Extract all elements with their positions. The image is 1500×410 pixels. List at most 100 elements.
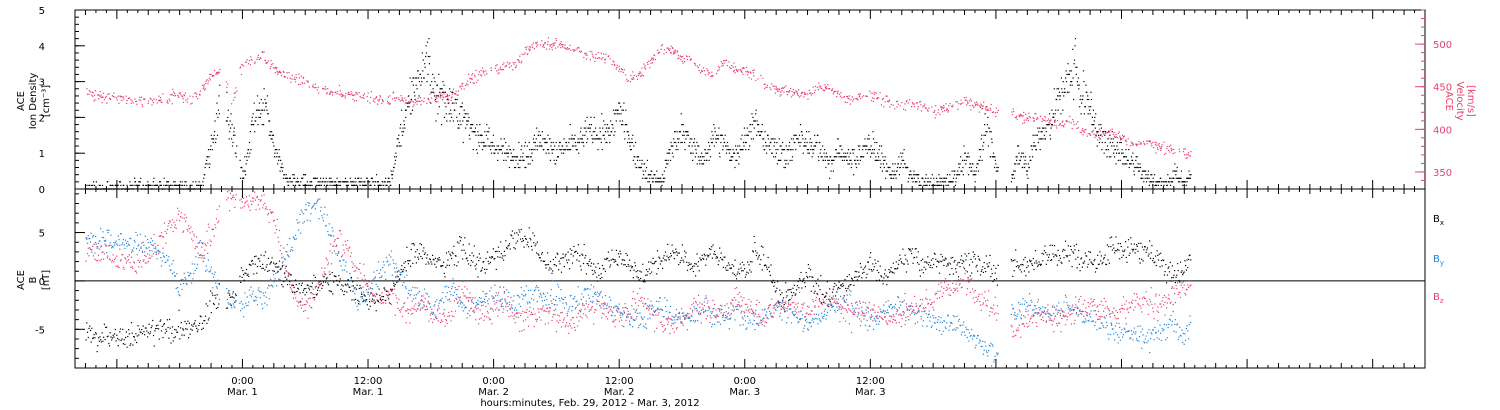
- density-point: [944, 181, 947, 183]
- density-point: [151, 188, 154, 190]
- bx-point: [260, 254, 262, 256]
- velocity-point: [1146, 143, 1148, 145]
- by-point: [151, 250, 153, 252]
- velocity-point: [392, 92, 394, 94]
- density-point: [884, 159, 886, 161]
- bx-point: [194, 320, 196, 322]
- by-point: [158, 249, 160, 251]
- density-point: [567, 149, 569, 151]
- density-point: [1174, 163, 1176, 165]
- density-point: [195, 181, 197, 183]
- velocity-point: [709, 72, 711, 74]
- velocity-point: [324, 86, 326, 88]
- density-point: [638, 166, 640, 169]
- density-point: [692, 152, 694, 154]
- bz-point: [410, 313, 412, 315]
- density-point: [633, 145, 635, 147]
- bx-point: [264, 251, 267, 253]
- density-point: [1184, 181, 1186, 183]
- velocity-point: [94, 90, 97, 92]
- velocity-point: [367, 100, 369, 102]
- by-point: [192, 278, 194, 280]
- bx-point: [390, 288, 392, 290]
- bx-point: [319, 280, 322, 282]
- density-point: [955, 177, 957, 179]
- velocity-point: [814, 85, 817, 87]
- velocity-point: [1156, 147, 1158, 149]
- by-point: [401, 271, 403, 273]
- density-point: [918, 184, 920, 186]
- velocity-point: [791, 90, 793, 92]
- velocity-point: [672, 53, 674, 55]
- velocity-point: [447, 97, 449, 100]
- density-point: [425, 52, 428, 54]
- density-point: [296, 177, 299, 179]
- velocity-point: [566, 48, 568, 50]
- by-point: [321, 215, 323, 217]
- density-point: [909, 174, 911, 176]
- bz-point: [137, 259, 139, 261]
- velocity-point: [155, 99, 157, 101]
- bx-point: [281, 265, 283, 267]
- velocity-point: [452, 88, 454, 90]
- bz-point: [212, 228, 215, 230]
- velocity-point: [236, 90, 238, 92]
- velocity-point: [827, 84, 829, 86]
- density-point: [1117, 159, 1119, 161]
- bz-point: [218, 205, 220, 207]
- density-point: [606, 141, 608, 144]
- velocity-point: [745, 71, 747, 73]
- density-point: [592, 131, 594, 133]
- velocity-point: [797, 93, 799, 95]
- density-point: [1145, 174, 1147, 176]
- velocity-point: [97, 94, 99, 96]
- density-point: [181, 181, 183, 183]
- bx-point: [212, 294, 214, 296]
- velocity-point: [728, 61, 730, 63]
- density-point: [420, 84, 422, 86]
- bz-point: [170, 226, 172, 229]
- density-point: [477, 134, 479, 136]
- velocity-point: [688, 55, 690, 57]
- density-point: [258, 116, 260, 118]
- by-point: [314, 208, 316, 210]
- velocity-point: [409, 101, 412, 103]
- density-point: [1101, 141, 1103, 144]
- density-point: [684, 141, 686, 144]
- density-point: [191, 188, 193, 190]
- density-point: [203, 177, 205, 179]
- by-point: [270, 278, 272, 280]
- velocity-point: [1077, 121, 1079, 123]
- density-point: [1174, 170, 1176, 172]
- velocity-point: [554, 42, 556, 44]
- velocity-point: [843, 96, 845, 98]
- velocity-point: [752, 70, 754, 72]
- bx-point: [172, 340, 174, 342]
- velocity-point: [857, 99, 859, 101]
- density-point: [751, 113, 753, 115]
- density-point: [232, 134, 235, 136]
- velocity-point: [446, 93, 448, 95]
- density-point: [898, 174, 900, 176]
- density-point: [471, 131, 473, 133]
- density-point: [651, 177, 653, 179]
- density-point: [320, 177, 322, 179]
- density-point: [719, 134, 721, 136]
- density-point: [442, 81, 444, 83]
- density-point: [167, 188, 169, 190]
- velocity-point: [577, 46, 579, 49]
- density-point: [879, 145, 881, 147]
- velocity-point: [1186, 157, 1188, 159]
- bz-point: [294, 293, 296, 295]
- density-point: [608, 127, 610, 129]
- velocity-point: [1044, 116, 1046, 118]
- by-point: [253, 299, 255, 301]
- density-point: [1034, 145, 1037, 147]
- by-point: [338, 260, 341, 262]
- by-point: [288, 256, 290, 258]
- density-point: [804, 145, 806, 147]
- bz-point: [416, 308, 418, 310]
- density-point: [965, 159, 967, 161]
- bx-point: [107, 335, 109, 337]
- density-point: [1161, 181, 1163, 183]
